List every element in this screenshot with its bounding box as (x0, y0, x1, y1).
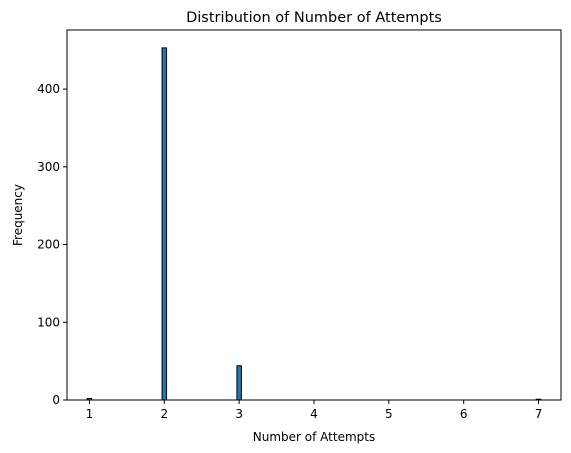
x-tick-label-1: 1 (86, 407, 94, 421)
x-axis: 1 2 3 4 5 6 7 (86, 400, 543, 421)
bar-3 (236, 365, 242, 401)
y-tick-label-300: 300 (37, 160, 60, 174)
bar-2 (161, 47, 168, 401)
y-tick-label-100: 100 (37, 315, 60, 329)
x-tick-label-4: 4 (310, 407, 318, 421)
y-tick-label-400: 400 (37, 82, 60, 96)
x-tick-label-6: 6 (460, 407, 468, 421)
y-tick-label-0: 0 (52, 393, 60, 407)
chart-title: Distribution of Number of Attempts (186, 10, 442, 26)
x-axis-label: Number of Attempts (253, 430, 375, 444)
x-tick-label-7: 7 (535, 407, 543, 421)
x-tick-label-5: 5 (385, 407, 393, 421)
y-axis-label: Frequency (11, 184, 25, 246)
y-tick-label-200: 200 (37, 238, 60, 252)
bars-group (86, 47, 542, 401)
plot-frame (66, 29, 562, 401)
x-tick-label-2: 2 (160, 407, 168, 421)
y-axis: 0 100 200 300 400 (37, 82, 67, 407)
x-tick-label-3: 3 (235, 407, 243, 421)
